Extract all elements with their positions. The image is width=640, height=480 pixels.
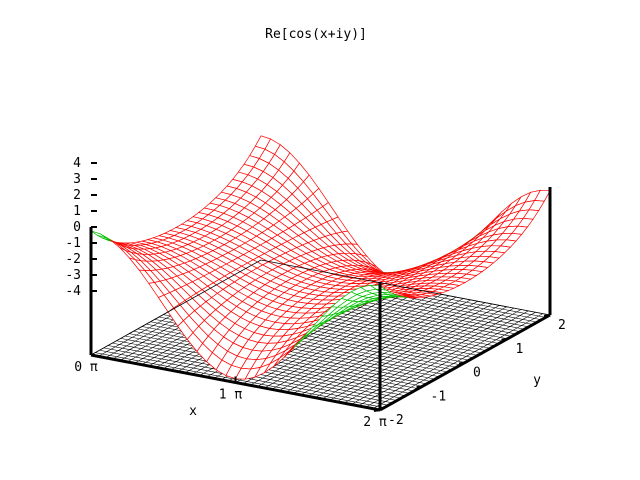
y-axis-label: y [533,373,541,388]
z-tick-label: 2 [73,188,81,203]
y-tick-mark [458,361,466,365]
y-tick-label: -2 [388,413,404,428]
y-tick-mark [543,314,551,317]
base-back-edge [260,259,551,316]
z-tick-label: -2 [65,252,81,267]
y-tick-label: 2 [558,318,566,333]
y-tick-label: 0 [473,366,481,381]
base-back-edge [90,259,262,356]
chart-title: Re[cos(x+iy)] [265,27,367,42]
y-tick-mark [501,337,508,341]
surface-cell [369,284,387,291]
z-tick-label: 3 [73,172,81,187]
z-tick-label: -4 [65,284,81,299]
y-axis-ticks: -2 -1 0 1 2 [373,314,566,428]
z-tick-label: 0 [73,220,81,235]
y-tick-mark [416,385,423,389]
z-tick-label: -3 [65,268,81,283]
surface-mesh [90,135,551,380]
x-tick-label: 0 π [74,360,98,375]
surface-cell [90,230,107,239]
z-tick-label: 4 [73,156,81,171]
base-grid-line [95,352,385,408]
y-tick-label: 1 [516,342,524,357]
x-axis-ticks: 0 π 1 π 2 π [74,349,387,430]
z-tick-label: -1 [65,236,81,251]
y-tick-label: -1 [431,389,447,404]
x-axis-label: x [189,404,197,419]
x-tick-label: 2 π [363,415,387,430]
y-tick-mark [373,409,381,412]
z-tick-label: 1 [73,204,81,219]
x-tick-label: 1 π [219,388,243,403]
